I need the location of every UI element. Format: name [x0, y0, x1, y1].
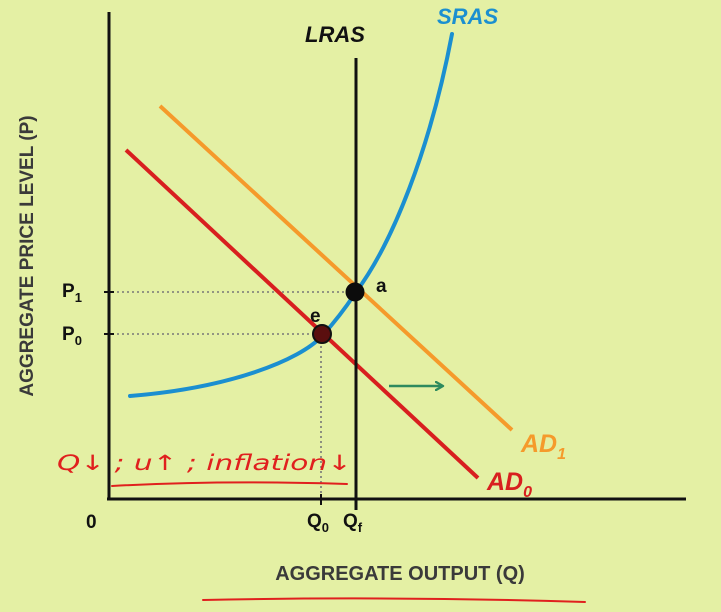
ad0-label: AD0	[486, 468, 532, 501]
handwritten-note: Q↓ ; u↑ ; inflation↓	[57, 451, 352, 475]
equilibrium-point-e	[312, 324, 332, 344]
axis-title-underline	[202, 597, 586, 603]
ad1-curve	[158, 104, 514, 432]
sras-curve	[128, 32, 454, 398]
y-axis-title: AGGREGATE PRICE LEVEL (P)	[17, 115, 38, 396]
p1-label: P1	[62, 281, 82, 305]
p0-label: P0	[62, 324, 82, 348]
q0-label: Q0	[307, 511, 329, 535]
qf-label: Qf	[343, 511, 363, 535]
sras-label: SRAS	[437, 4, 498, 29]
equilibrium-point-a	[345, 282, 365, 302]
note-underline	[111, 481, 348, 487]
point-e-label: e	[310, 306, 321, 327]
origin-label: 0	[86, 512, 97, 533]
lras-label: LRAS	[305, 22, 365, 47]
x-axis-title: AGGREGATE OUTPUT (Q)	[275, 563, 525, 585]
point-a-label: a	[376, 276, 387, 297]
ad1-label: AD1	[520, 430, 566, 463]
ad0-curve	[124, 148, 480, 480]
